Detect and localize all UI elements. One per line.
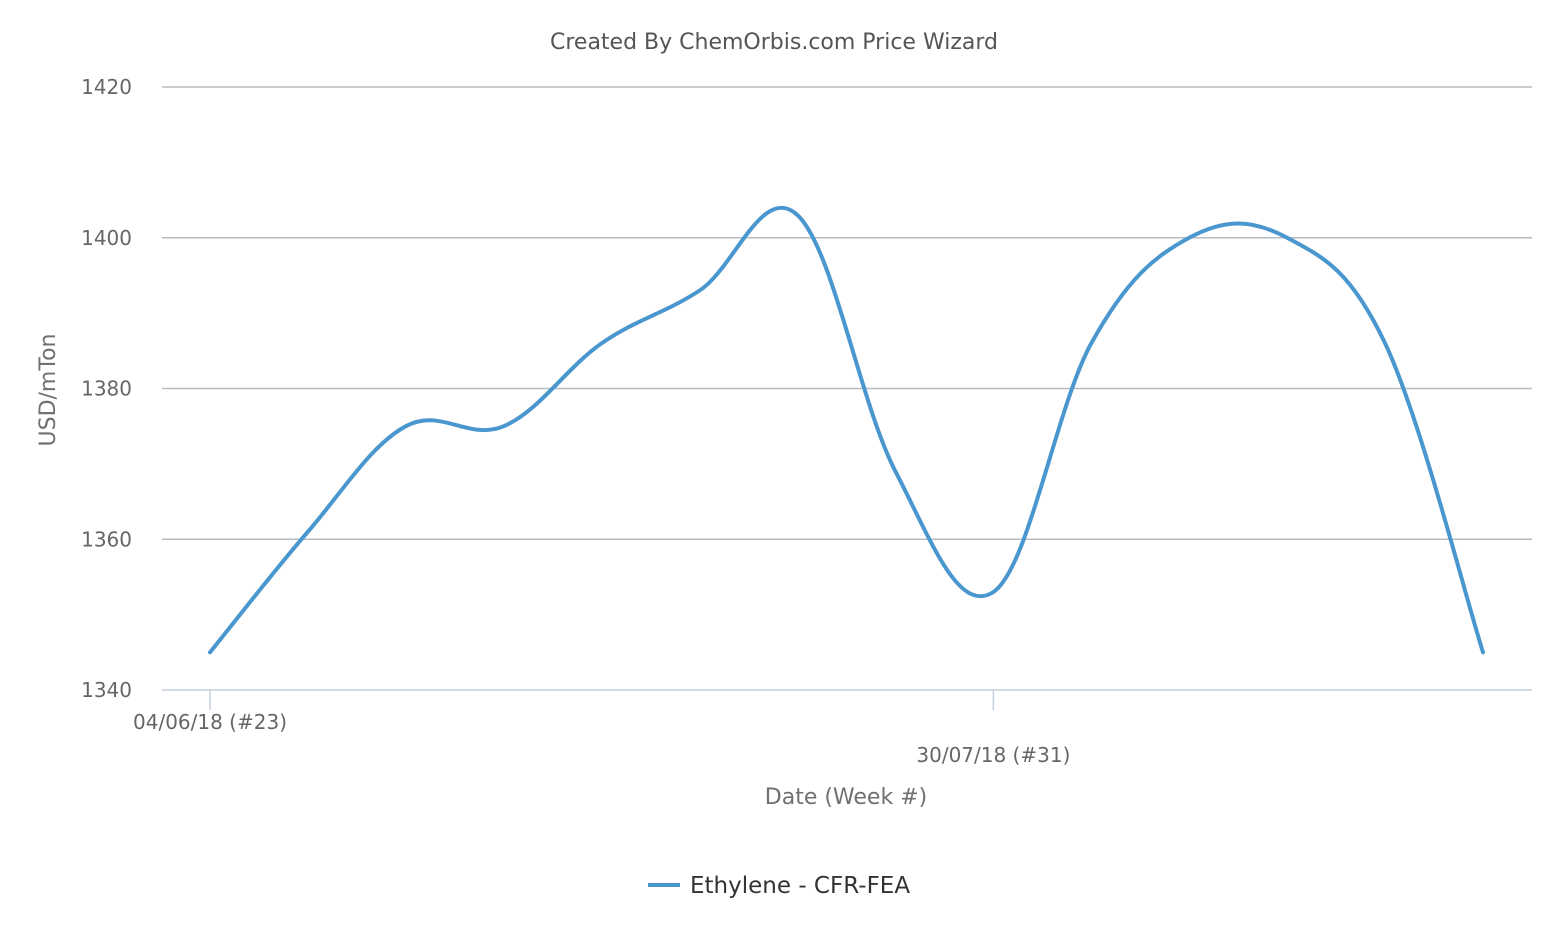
y-tick-label: 1420 <box>81 75 132 99</box>
series-group <box>208 205 1485 655</box>
x-axis-title: Date (Week #) <box>765 785 927 810</box>
y-tick-label: 1400 <box>81 226 132 250</box>
series-line[interactable] <box>208 205 1485 655</box>
chart-title: Created By ChemOrbis.com Price Wizard <box>550 30 998 55</box>
y-axis-title: USD/mTon <box>36 334 61 447</box>
y-tick-label: 1380 <box>81 377 132 401</box>
y-axis-ticks: 1340 1360 1380 1400 1420 <box>81 75 132 702</box>
y-tick-label: 1340 <box>81 678 132 702</box>
legend-label[interactable]: Ethylene - CFR-FEA <box>690 873 910 899</box>
gridlines <box>162 86 1532 691</box>
legend[interactable]: Ethylene - CFR-FEA <box>648 873 910 899</box>
x-axis-ticks: 04/06/18 (#23) 30/07/18 (#31) <box>133 690 1070 767</box>
y-tick-label: 1360 <box>81 527 132 551</box>
x-tick-label: 04/06/18 (#23) <box>133 710 287 734</box>
x-tick-label: 30/07/18 (#31) <box>916 743 1070 767</box>
